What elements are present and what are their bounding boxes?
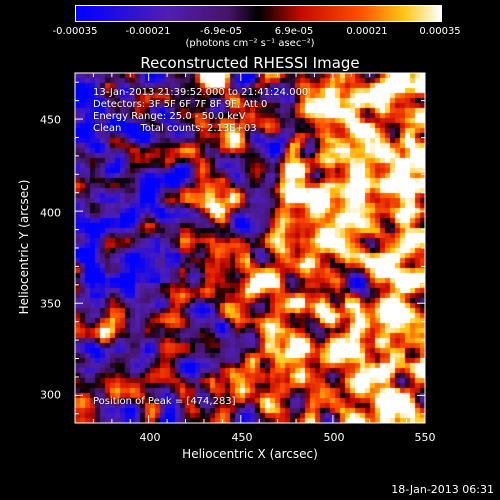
chart-title: Reconstructed RHESSI Image bbox=[140, 54, 360, 72]
colorbar-tick-label: 6.9e-05 bbox=[274, 26, 314, 37]
colorbar-tick-label: 0.00021 bbox=[346, 26, 388, 37]
time-range-annotation: 13-Jan-2013 21:39:52.000 to 21:41:24.000 bbox=[93, 87, 309, 98]
x-axis-label: Heliocentric X (arcsec) bbox=[182, 447, 318, 461]
plot-area: 13-Jan-2013 21:39:52.000 to 21:41:24.000… bbox=[75, 73, 425, 423]
colorbar-tick-label: 0.00035 bbox=[419, 26, 461, 37]
colorbar-tick-label: -0.00021 bbox=[125, 26, 171, 37]
x-tick-label: 550 bbox=[414, 431, 436, 444]
x-tick-label: 500 bbox=[323, 431, 345, 444]
colorbar-tick-label: -6.9e-05 bbox=[200, 26, 242, 37]
plot-frame bbox=[74, 72, 426, 424]
detectors-annotation: Detectors: 3F 5F 6F 7F 8F 9F, Att 0 bbox=[93, 99, 268, 110]
y-tick-label: 450 bbox=[40, 113, 61, 127]
colorbar bbox=[75, 5, 442, 22]
y-tick-label: 350 bbox=[40, 297, 61, 311]
colorbar-gradient bbox=[76, 6, 441, 21]
heatmap-image bbox=[75, 73, 425, 423]
peak-position-annotation: Position of Peak = [474,283] bbox=[93, 396, 236, 407]
energy-range-annotation: Energy Range: 25.0 - 50.0 keV bbox=[93, 111, 246, 122]
colorbar-tick-label: -0.00035 bbox=[52, 26, 98, 37]
y-axis-label: Heliocentric Y (arcsec) bbox=[17, 179, 31, 315]
y-tick-label: 400 bbox=[40, 206, 61, 220]
x-tick-label: 450 bbox=[231, 431, 253, 444]
colorbar-units: (photons cm⁻² s⁻¹ asec⁻²) bbox=[185, 38, 315, 49]
footer-date: 18-Jan-2013 06:31 bbox=[391, 483, 494, 496]
x-tick-label: 400 bbox=[139, 431, 161, 444]
y-tick-label: 300 bbox=[40, 388, 61, 402]
clean-total-counts-annotation: Clean Total counts: 2.13E+03 bbox=[93, 123, 257, 134]
